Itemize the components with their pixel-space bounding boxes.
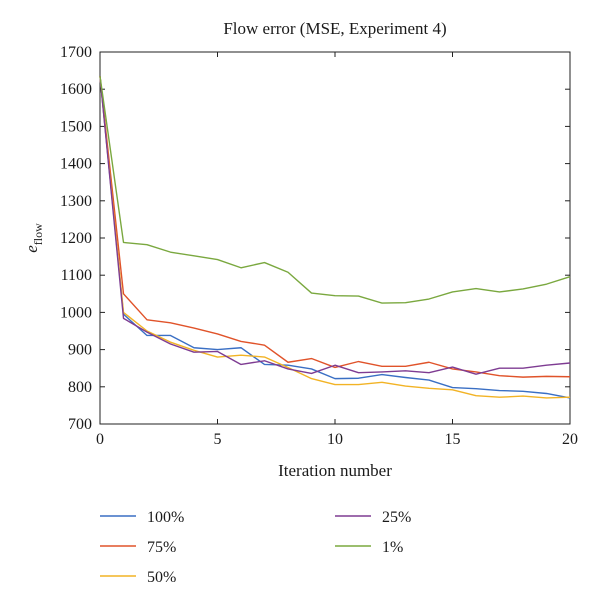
x-tick-label: 20: [562, 431, 578, 448]
y-tick-label: 1300: [60, 193, 92, 210]
y-tick-label: 1400: [60, 156, 92, 173]
y-axis-label-sub: flow: [31, 223, 45, 245]
y-tick-label: 900: [68, 342, 92, 359]
y-tick-label: 1600: [60, 81, 92, 98]
x-axis-label: Iteration number: [278, 461, 392, 480]
series-line-75pct: [99, 76, 571, 378]
legend-label-75pct: 75%: [147, 539, 176, 556]
legend-label-50pct: 50%: [147, 569, 176, 586]
x-tick-label: 5: [214, 431, 222, 448]
y-tick-label: 1000: [60, 304, 92, 321]
legend-label-100pct: 100%: [147, 509, 184, 526]
axes: 0 5 10 15 20 700 800 900 1000 1100 1200 1300 1400 150…: [60, 44, 578, 448]
y-tick-label: 1700: [60, 44, 92, 61]
y-axis-label-main: e: [22, 245, 41, 253]
y-axis-label: eflow: [22, 223, 45, 253]
y-tick-label: 1200: [60, 230, 92, 247]
y-tick-label: 1100: [61, 267, 92, 284]
series-lines: [99, 76, 571, 399]
legend: 100% 25% 75% 1% 50%: [100, 509, 411, 586]
x-tick-label: 15: [445, 431, 461, 448]
y-tick-label: 1500: [60, 118, 92, 135]
chart-title: Flow error (MSE, Experiment 4): [223, 19, 446, 38]
legend-label-25pct: 25%: [382, 509, 411, 526]
series-line-100pct: [99, 76, 571, 399]
series-line-25pct: [99, 76, 571, 375]
y-tick-label: 800: [68, 379, 92, 396]
legend-label-1pct: 1%: [382, 539, 403, 556]
series-line-50pct: [99, 76, 571, 399]
series-line-1pct: [99, 76, 571, 304]
x-tick-label: 10: [327, 431, 343, 448]
x-tick-label: 0: [96, 431, 104, 448]
chart-labels: Flow error (MSE, Experiment 4) Iteration…: [22, 19, 447, 480]
y-tick-label: 700: [68, 416, 92, 433]
